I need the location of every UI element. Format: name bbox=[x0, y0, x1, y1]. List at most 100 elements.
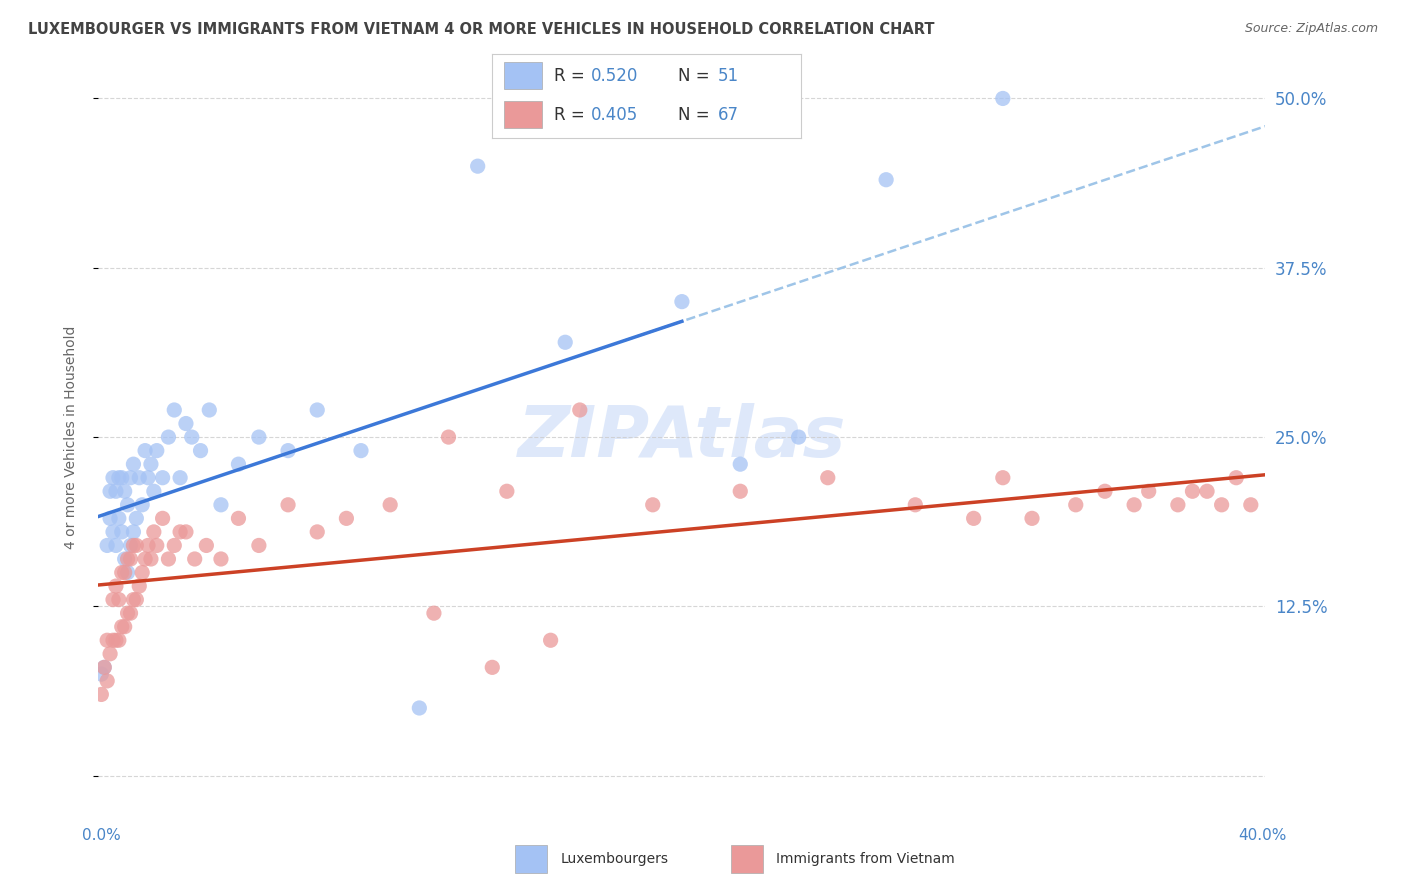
Text: Immigrants from Vietnam: Immigrants from Vietnam bbox=[776, 852, 955, 865]
Point bbox=[108, 471, 131, 485]
Point bbox=[163, 403, 186, 417]
Point bbox=[183, 552, 205, 566]
Point bbox=[114, 566, 136, 580]
Bar bbox=[515, 845, 547, 872]
Point bbox=[496, 484, 519, 499]
Point bbox=[101, 592, 124, 607]
Point bbox=[437, 430, 460, 444]
Point bbox=[671, 294, 693, 309]
Point bbox=[1211, 498, 1233, 512]
Point bbox=[307, 524, 329, 539]
Point bbox=[195, 538, 218, 552]
FancyBboxPatch shape bbox=[505, 101, 541, 128]
Point bbox=[134, 552, 156, 566]
Point bbox=[104, 538, 127, 552]
Point bbox=[481, 660, 503, 674]
Point bbox=[142, 484, 165, 499]
Text: 51: 51 bbox=[718, 67, 740, 85]
Point bbox=[139, 552, 162, 566]
Point bbox=[875, 172, 897, 186]
Point bbox=[904, 498, 927, 512]
Point bbox=[174, 417, 197, 431]
Text: R =: R = bbox=[554, 105, 591, 123]
Point bbox=[90, 688, 112, 702]
Point bbox=[307, 403, 329, 417]
Point bbox=[98, 484, 121, 499]
Point bbox=[136, 538, 159, 552]
Point bbox=[111, 620, 134, 634]
Point bbox=[114, 620, 136, 634]
Point bbox=[817, 471, 839, 485]
Point bbox=[1225, 471, 1247, 485]
Point bbox=[209, 552, 232, 566]
Point bbox=[117, 498, 139, 512]
Point bbox=[101, 633, 124, 648]
Point bbox=[423, 606, 446, 620]
Text: 67: 67 bbox=[718, 105, 740, 123]
Point bbox=[730, 457, 752, 471]
Point bbox=[114, 484, 136, 499]
Point bbox=[1137, 484, 1160, 499]
Point bbox=[142, 524, 165, 539]
Point bbox=[962, 511, 984, 525]
Text: Luxembourgers: Luxembourgers bbox=[560, 852, 668, 865]
Text: N =: N = bbox=[678, 105, 714, 123]
Point bbox=[96, 673, 118, 688]
Point bbox=[247, 538, 270, 552]
Text: R =: R = bbox=[554, 67, 591, 85]
Point bbox=[104, 484, 127, 499]
Point bbox=[180, 430, 202, 444]
Point bbox=[101, 524, 124, 539]
Point bbox=[787, 430, 810, 444]
Point bbox=[117, 566, 139, 580]
Point bbox=[174, 524, 197, 539]
Point bbox=[730, 484, 752, 499]
Point bbox=[131, 498, 153, 512]
Point bbox=[125, 511, 148, 525]
Point bbox=[277, 498, 299, 512]
Point bbox=[125, 538, 148, 552]
Text: LUXEMBOURGER VS IMMIGRANTS FROM VIETNAM 4 OR MORE VEHICLES IN HOUSEHOLD CORRELAT: LUXEMBOURGER VS IMMIGRANTS FROM VIETNAM … bbox=[28, 22, 935, 37]
Point bbox=[93, 660, 115, 674]
FancyBboxPatch shape bbox=[505, 62, 541, 89]
Point bbox=[98, 511, 121, 525]
Bar bbox=[731, 845, 762, 872]
Point bbox=[209, 498, 232, 512]
Point bbox=[108, 511, 131, 525]
Point bbox=[111, 524, 134, 539]
Point bbox=[111, 471, 134, 485]
Point bbox=[169, 471, 191, 485]
Point bbox=[98, 647, 121, 661]
Point bbox=[101, 471, 124, 485]
Point bbox=[125, 592, 148, 607]
Point bbox=[350, 443, 373, 458]
Point bbox=[104, 579, 127, 593]
Point bbox=[1240, 498, 1263, 512]
Point bbox=[152, 511, 174, 525]
Point bbox=[157, 430, 180, 444]
Point bbox=[1021, 511, 1043, 525]
Point bbox=[122, 538, 145, 552]
Point bbox=[228, 457, 250, 471]
Point bbox=[134, 443, 156, 458]
Point bbox=[228, 511, 250, 525]
Y-axis label: 4 or more Vehicles in Household: 4 or more Vehicles in Household bbox=[63, 326, 77, 549]
Point bbox=[277, 443, 299, 458]
Point bbox=[1094, 484, 1116, 499]
Point bbox=[120, 606, 142, 620]
Point bbox=[104, 633, 127, 648]
Point bbox=[122, 524, 145, 539]
Point bbox=[122, 592, 145, 607]
Point bbox=[568, 403, 591, 417]
Point bbox=[408, 701, 430, 715]
Point bbox=[1195, 484, 1218, 499]
Point bbox=[163, 538, 186, 552]
Text: ZIPAtlas: ZIPAtlas bbox=[517, 402, 846, 472]
Point bbox=[120, 552, 142, 566]
Text: 0.0%: 0.0% bbox=[82, 828, 121, 843]
Point bbox=[335, 511, 357, 525]
Point bbox=[157, 552, 180, 566]
Point bbox=[136, 471, 159, 485]
Point bbox=[96, 633, 118, 648]
Point bbox=[111, 566, 134, 580]
